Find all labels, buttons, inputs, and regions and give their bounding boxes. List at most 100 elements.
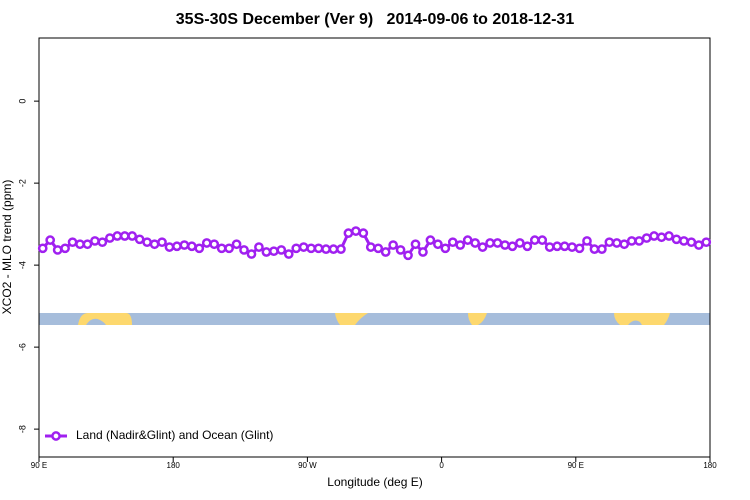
data-point — [261, 247, 272, 257]
data-point — [373, 243, 384, 254]
data-point — [157, 237, 167, 248]
data-point — [649, 231, 659, 241]
data-point — [679, 236, 689, 246]
data-point — [194, 243, 205, 254]
data-point — [246, 249, 257, 259]
data-point — [626, 236, 637, 246]
data-point — [365, 242, 376, 252]
data-point — [231, 239, 242, 250]
x-tick-label: 0 — [439, 461, 444, 470]
data-point — [336, 244, 346, 254]
data-point — [641, 233, 652, 243]
data-point — [276, 245, 287, 255]
data-point — [567, 242, 577, 252]
data-point — [291, 243, 302, 254]
data-point — [500, 240, 510, 250]
data-point — [515, 238, 525, 248]
legend-marker — [51, 431, 61, 441]
data-point — [224, 243, 234, 254]
data-point — [254, 242, 264, 252]
data-point — [477, 242, 488, 252]
data-point — [134, 234, 145, 245]
data-point — [119, 231, 130, 241]
data-point — [425, 235, 436, 245]
data-point — [544, 242, 555, 252]
data-point — [507, 241, 518, 252]
y-tick-label: -8 — [17, 425, 27, 433]
y-axis-label: XCO2 - MLO trend (ppm) — [0, 180, 14, 315]
data-point — [671, 234, 682, 245]
data-point — [104, 233, 115, 243]
data-point — [492, 238, 503, 248]
data-point — [611, 238, 622, 248]
data-point — [634, 236, 645, 246]
data-point — [656, 232, 667, 243]
x-tick-label: 90 E — [568, 461, 584, 470]
x-axis-label: Longitude (deg E) — [327, 475, 422, 489]
data-point — [179, 240, 190, 250]
data-point — [164, 242, 175, 252]
data-point — [298, 242, 309, 252]
ocean-strip — [39, 313, 710, 325]
land-patch — [335, 313, 368, 325]
data-point — [485, 238, 495, 248]
data-point — [619, 239, 630, 250]
x-tick-label: 180 — [703, 461, 717, 470]
data-point — [403, 250, 413, 261]
data-point — [60, 243, 70, 254]
x-tick-label: 180 — [167, 461, 181, 470]
data-point — [529, 235, 540, 245]
x-tick-label: 90 W — [298, 461, 317, 470]
data-point — [313, 243, 324, 254]
data-point — [328, 244, 339, 254]
data-point — [574, 243, 585, 254]
data-point — [321, 244, 331, 254]
data-point — [209, 239, 220, 250]
data-point — [693, 240, 704, 250]
data-point — [239, 245, 249, 255]
data-point — [172, 241, 182, 252]
data-point — [45, 235, 56, 245]
data-point — [559, 241, 570, 252]
data-point — [388, 240, 398, 250]
data-point — [418, 247, 428, 257]
data-point — [269, 246, 279, 257]
data-point — [52, 245, 63, 255]
data-point — [90, 236, 100, 246]
data-point — [142, 237, 152, 248]
data-point — [37, 243, 48, 254]
data-point — [470, 238, 480, 248]
data-point — [604, 237, 615, 248]
data-point — [112, 231, 123, 241]
data-point — [216, 243, 227, 254]
data-point — [447, 237, 458, 248]
data-point — [462, 235, 473, 245]
y-tick-label: -4 — [17, 261, 27, 269]
data-point — [701, 237, 712, 248]
data-point — [149, 239, 160, 250]
data-point — [351, 226, 361, 236]
data-point — [395, 245, 406, 255]
data-point — [686, 237, 697, 248]
data-point — [75, 239, 85, 250]
data-point — [597, 244, 607, 254]
data-point — [537, 235, 548, 245]
data-point — [358, 228, 369, 239]
data-point — [664, 231, 674, 241]
land-patch — [468, 313, 487, 325]
data-point — [283, 249, 294, 259]
data-point — [306, 243, 316, 254]
y-tick-label: 0 — [17, 99, 27, 104]
data-point — [522, 241, 533, 252]
legend-label: Land (Nadir&Glint) and Ocean (Glint) — [76, 428, 273, 442]
data-point — [97, 237, 108, 248]
y-tick-label: -6 — [17, 343, 27, 351]
land-patch — [614, 313, 670, 325]
data-point — [82, 239, 93, 250]
land-ocean-strip — [39, 313, 710, 325]
data-point — [582, 236, 592, 246]
data-point — [67, 237, 78, 248]
x-tick-label: 90 E — [31, 461, 47, 470]
data-point — [343, 228, 354, 239]
